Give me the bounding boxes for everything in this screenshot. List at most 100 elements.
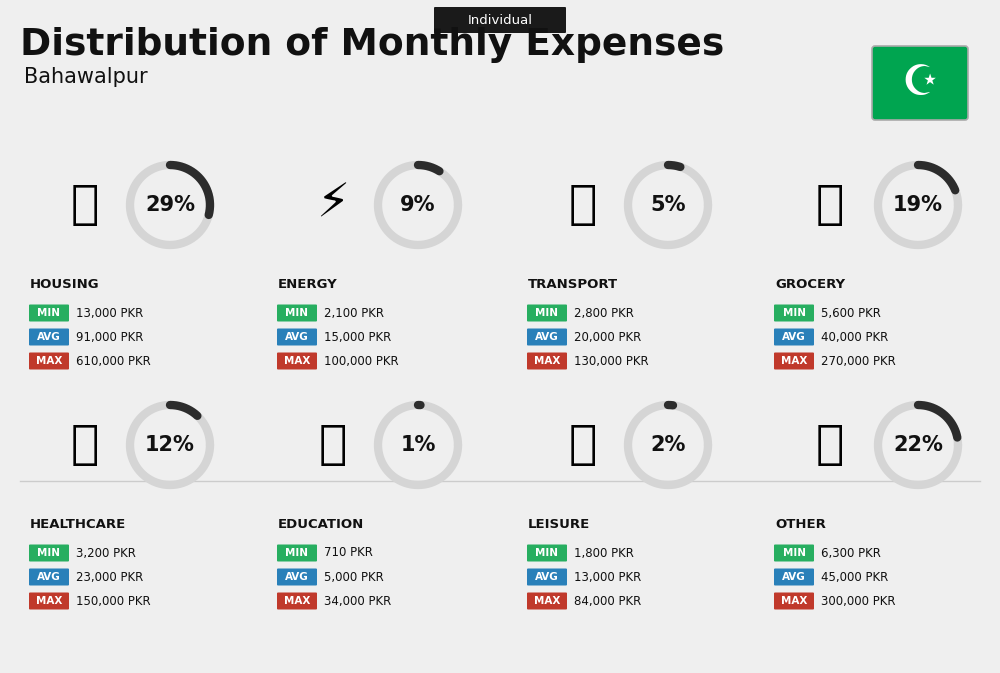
- Text: MAX: MAX: [284, 596, 310, 606]
- Text: 23,000 PKR: 23,000 PKR: [76, 571, 143, 583]
- Text: 1%: 1%: [400, 435, 436, 455]
- Text: 1,800 PKR: 1,800 PKR: [574, 546, 634, 559]
- Text: 19%: 19%: [893, 195, 943, 215]
- Text: 150,000 PKR: 150,000 PKR: [76, 594, 151, 608]
- Text: 91,000 PKR: 91,000 PKR: [76, 330, 143, 343]
- Text: 45,000 PKR: 45,000 PKR: [821, 571, 888, 583]
- Text: 🏥: 🏥: [71, 423, 99, 468]
- Text: Distribution of Monthly Expenses: Distribution of Monthly Expenses: [20, 27, 724, 63]
- Text: AVG: AVG: [37, 572, 61, 582]
- Text: MIN: MIN: [286, 308, 308, 318]
- Text: AVG: AVG: [285, 572, 309, 582]
- FancyBboxPatch shape: [277, 328, 317, 345]
- Text: TRANSPORT: TRANSPORT: [528, 279, 618, 291]
- FancyBboxPatch shape: [29, 353, 69, 369]
- Text: 15,000 PKR: 15,000 PKR: [324, 330, 391, 343]
- Text: 6,300 PKR: 6,300 PKR: [821, 546, 881, 559]
- FancyBboxPatch shape: [277, 544, 317, 561]
- FancyBboxPatch shape: [774, 569, 814, 586]
- Text: MIN: MIN: [38, 548, 60, 558]
- Text: HOUSING: HOUSING: [30, 279, 100, 291]
- Text: HEALTHCARE: HEALTHCARE: [30, 518, 126, 532]
- Text: AVG: AVG: [37, 332, 61, 342]
- FancyBboxPatch shape: [774, 353, 814, 369]
- FancyBboxPatch shape: [29, 569, 69, 586]
- Text: MIN: MIN: [536, 308, 558, 318]
- Text: GROCERY: GROCERY: [775, 279, 845, 291]
- Text: 710 PKR: 710 PKR: [324, 546, 373, 559]
- Text: 13,000 PKR: 13,000 PKR: [574, 571, 641, 583]
- FancyBboxPatch shape: [527, 304, 567, 322]
- Text: 610,000 PKR: 610,000 PKR: [76, 355, 151, 367]
- FancyBboxPatch shape: [29, 328, 69, 345]
- Text: MIN: MIN: [286, 548, 308, 558]
- Text: 130,000 PKR: 130,000 PKR: [574, 355, 649, 367]
- Text: 100,000 PKR: 100,000 PKR: [324, 355, 399, 367]
- FancyBboxPatch shape: [774, 328, 814, 345]
- Text: OTHER: OTHER: [775, 518, 826, 532]
- Text: 22%: 22%: [893, 435, 943, 455]
- Text: 12%: 12%: [145, 435, 195, 455]
- Text: 5%: 5%: [650, 195, 686, 215]
- FancyBboxPatch shape: [774, 304, 814, 322]
- Text: MIN: MIN: [782, 308, 806, 318]
- Text: LEISURE: LEISURE: [528, 518, 590, 532]
- Text: 3,200 PKR: 3,200 PKR: [76, 546, 136, 559]
- FancyBboxPatch shape: [434, 7, 566, 33]
- Text: AVG: AVG: [535, 572, 559, 582]
- Text: 300,000 PKR: 300,000 PKR: [821, 594, 896, 608]
- Text: AVG: AVG: [782, 332, 806, 342]
- Text: MIN: MIN: [536, 548, 558, 558]
- FancyBboxPatch shape: [29, 544, 69, 561]
- Text: MIN: MIN: [38, 308, 60, 318]
- Text: 2,800 PKR: 2,800 PKR: [574, 306, 634, 320]
- Text: AVG: AVG: [535, 332, 559, 342]
- Text: 🚌: 🚌: [569, 182, 597, 227]
- Text: 2%: 2%: [650, 435, 686, 455]
- Text: MAX: MAX: [534, 356, 560, 366]
- Text: AVG: AVG: [285, 332, 309, 342]
- Text: AVG: AVG: [782, 572, 806, 582]
- Text: EDUCATION: EDUCATION: [278, 518, 364, 532]
- FancyBboxPatch shape: [277, 304, 317, 322]
- Text: 🛒: 🛒: [816, 182, 844, 227]
- FancyBboxPatch shape: [774, 544, 814, 561]
- Text: MAX: MAX: [284, 356, 310, 366]
- Text: 🏢: 🏢: [71, 182, 99, 227]
- Text: 5,600 PKR: 5,600 PKR: [821, 306, 881, 320]
- Text: MIN: MIN: [782, 548, 806, 558]
- Text: ENERGY: ENERGY: [278, 279, 338, 291]
- FancyBboxPatch shape: [277, 592, 317, 610]
- Text: 13,000 PKR: 13,000 PKR: [76, 306, 143, 320]
- Text: 9%: 9%: [400, 195, 436, 215]
- Text: 🎓: 🎓: [319, 423, 347, 468]
- Text: MAX: MAX: [534, 596, 560, 606]
- FancyBboxPatch shape: [774, 592, 814, 610]
- Text: 84,000 PKR: 84,000 PKR: [574, 594, 641, 608]
- Text: 270,000 PKR: 270,000 PKR: [821, 355, 896, 367]
- Text: 💰: 💰: [816, 423, 844, 468]
- Text: 5,000 PKR: 5,000 PKR: [324, 571, 384, 583]
- FancyBboxPatch shape: [29, 304, 69, 322]
- FancyBboxPatch shape: [872, 46, 968, 120]
- Text: Bahawalpur: Bahawalpur: [24, 67, 148, 87]
- Text: 🛍: 🛍: [569, 423, 597, 468]
- Text: 34,000 PKR: 34,000 PKR: [324, 594, 391, 608]
- Text: MAX: MAX: [781, 596, 807, 606]
- FancyBboxPatch shape: [277, 569, 317, 586]
- Text: ⚡: ⚡: [316, 182, 350, 227]
- Text: ☪: ☪: [901, 62, 939, 104]
- FancyBboxPatch shape: [527, 569, 567, 586]
- Text: Individual: Individual: [468, 13, 532, 26]
- Text: 20,000 PKR: 20,000 PKR: [574, 330, 641, 343]
- Text: MAX: MAX: [36, 356, 62, 366]
- FancyBboxPatch shape: [527, 353, 567, 369]
- FancyBboxPatch shape: [527, 592, 567, 610]
- Text: 40,000 PKR: 40,000 PKR: [821, 330, 888, 343]
- Text: 29%: 29%: [145, 195, 195, 215]
- FancyBboxPatch shape: [277, 353, 317, 369]
- Text: MAX: MAX: [781, 356, 807, 366]
- Text: MAX: MAX: [36, 596, 62, 606]
- FancyBboxPatch shape: [29, 592, 69, 610]
- Text: 2,100 PKR: 2,100 PKR: [324, 306, 384, 320]
